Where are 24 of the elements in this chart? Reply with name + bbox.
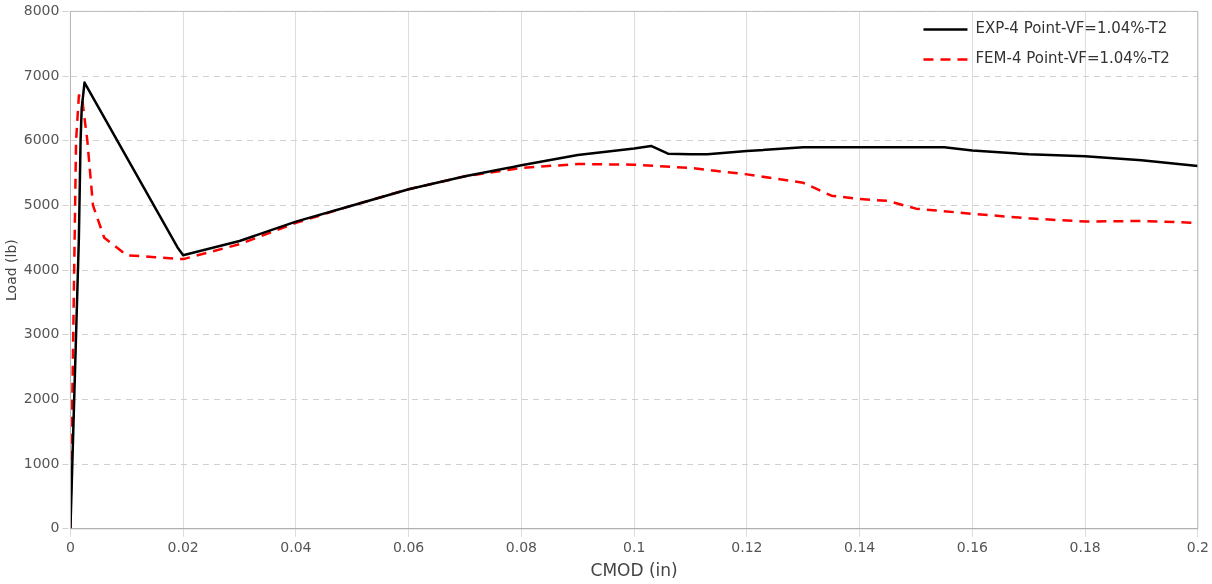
x-tick-label: 0.1 bbox=[623, 538, 646, 555]
y-tick-label: 5000 bbox=[23, 196, 60, 213]
x-tick-label: 0.12 bbox=[731, 538, 763, 555]
y-tick-label: 7000 bbox=[23, 66, 60, 83]
x-tick-label: 0.08 bbox=[505, 538, 537, 555]
x-tick-label: 0.18 bbox=[1069, 538, 1101, 555]
y-tick-label: 4000 bbox=[23, 260, 60, 277]
y-axis-title: Load (lb) bbox=[3, 239, 20, 301]
y-tick-label: 2000 bbox=[23, 390, 60, 407]
legend-label: FEM-4 Point-VF=1.04%-T2 bbox=[975, 49, 1170, 68]
legend-label: EXP-4 Point-VF=1.04%-T2 bbox=[975, 19, 1168, 38]
x-tick-label: 0 bbox=[65, 538, 75, 555]
x-axis-title: CMOD (in) bbox=[590, 560, 678, 581]
y-tick-label: 6000 bbox=[23, 131, 60, 148]
x-tick-label: 0.02 bbox=[167, 538, 199, 555]
y-tick-label: 0 bbox=[50, 519, 60, 536]
x-tick-label: 0.14 bbox=[844, 538, 876, 555]
y-tick-label: 1000 bbox=[23, 454, 60, 471]
x-tick-label: 0.16 bbox=[956, 538, 989, 555]
y-tick-label: 3000 bbox=[23, 325, 60, 342]
x-tick-label: 0.06 bbox=[393, 538, 425, 555]
x-tick-label: 0.2 bbox=[1186, 538, 1209, 555]
y-tick-label: 8000 bbox=[23, 2, 60, 19]
x-tick-label: 0.04 bbox=[280, 538, 312, 555]
